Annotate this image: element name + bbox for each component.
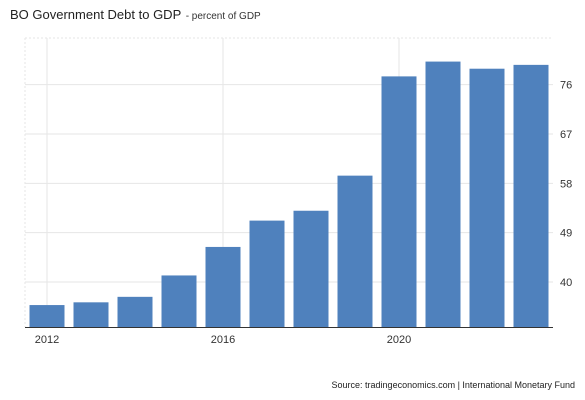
y-tick-label: 58 xyxy=(560,178,572,190)
bar-2021 xyxy=(425,61,461,327)
y-tick-label: 49 xyxy=(560,228,572,240)
x-tick-label: 2012 xyxy=(35,334,59,346)
x-tick-label: 2016 xyxy=(211,334,235,346)
chart-title: BO Government Debt to GDP - percent of G… xyxy=(10,6,261,24)
chart-title-main: BO Government Debt to GDP xyxy=(10,7,182,22)
source-note: Source: tradingeconomics.com | Internati… xyxy=(331,380,575,390)
bar-2016 xyxy=(205,246,241,327)
bar-2014 xyxy=(117,296,153,327)
bar-2017 xyxy=(249,220,285,327)
bar-2015 xyxy=(161,275,197,327)
y-tick-label: 40 xyxy=(560,277,572,289)
bar-2019 xyxy=(337,175,373,327)
bar-2022 xyxy=(469,68,505,327)
y-tick-label: 67 xyxy=(560,129,572,141)
bar-2023 xyxy=(513,64,549,327)
bar-2018 xyxy=(293,210,329,327)
chart-subtitle: - percent of GDP xyxy=(185,11,261,22)
y-tick-label: 76 xyxy=(560,80,572,92)
x-tick-label: 2020 xyxy=(387,334,411,346)
bar-2013 xyxy=(73,302,109,327)
bar-2012 xyxy=(29,305,65,327)
bar-2020 xyxy=(381,76,417,327)
